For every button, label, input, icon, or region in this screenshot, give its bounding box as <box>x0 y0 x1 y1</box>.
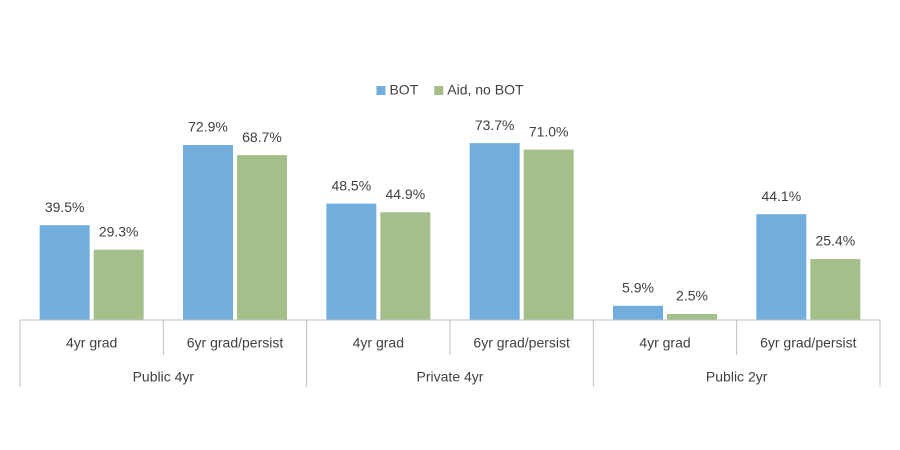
value-label: 71.0% <box>529 123 569 139</box>
legend-label: BOT <box>389 82 418 98</box>
bar <box>380 212 431 320</box>
value-label: 44.1% <box>761 188 801 204</box>
value-label: 2.5% <box>676 288 708 304</box>
x-tick-label: 4yr grad <box>639 335 690 351</box>
bar <box>39 225 90 320</box>
value-label: 48.5% <box>331 177 371 193</box>
bar <box>613 305 663 320</box>
bar <box>810 259 861 320</box>
x-tick-label: 4yr grad <box>353 335 404 351</box>
bar <box>183 145 233 320</box>
value-label: 73.7% <box>475 117 515 133</box>
x-tick-label: 6yr grad/persist <box>760 335 857 351</box>
value-label: 25.4% <box>815 233 855 249</box>
bar <box>469 143 520 320</box>
bar <box>756 214 807 320</box>
value-label: 68.7% <box>242 129 282 145</box>
group-label: Private 4yr <box>417 369 484 385</box>
group-label: Public 4yr <box>133 369 195 385</box>
bar <box>93 249 144 320</box>
value-label: 5.9% <box>622 280 654 296</box>
bar <box>523 149 574 320</box>
x-tick-label: 4yr grad <box>66 335 117 351</box>
legend-label: Aid, no BOT <box>447 82 524 98</box>
bar <box>237 155 287 320</box>
value-label: 39.5% <box>45 199 85 215</box>
legend-swatch <box>376 86 386 95</box>
x-tick-label: 6yr grad/persist <box>187 335 284 351</box>
bar <box>667 314 717 320</box>
value-label: 72.9% <box>188 119 228 135</box>
bar <box>326 203 377 320</box>
value-label: 44.9% <box>385 186 425 202</box>
legend-swatch <box>434 86 444 95</box>
value-label: 29.3% <box>99 223 139 239</box>
group-label: Public 2yr <box>706 369 768 385</box>
x-tick-label: 6yr grad/persist <box>473 335 570 351</box>
